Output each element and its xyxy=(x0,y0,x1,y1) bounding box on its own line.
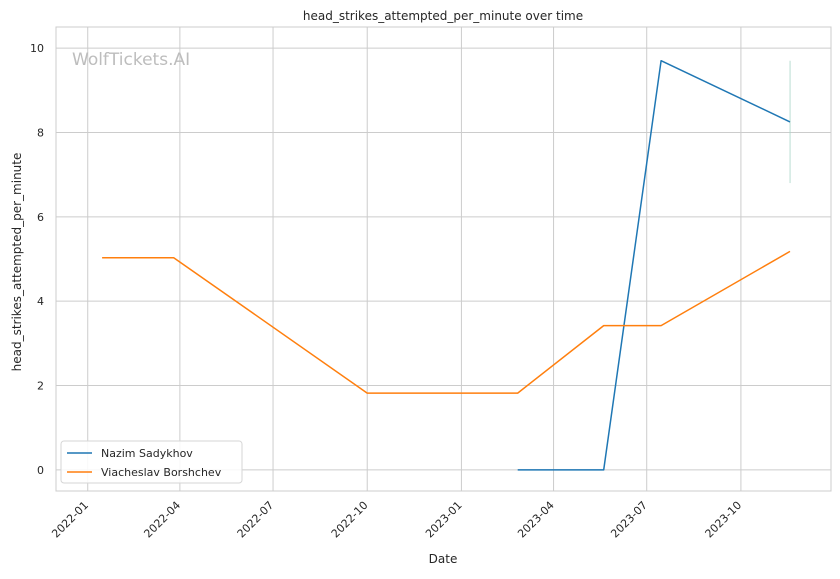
y-tick-label: 6 xyxy=(37,211,44,224)
y-tick-label: 8 xyxy=(37,126,44,139)
legend-label: Nazim Sadykhov xyxy=(101,447,193,460)
y-axis-ticks: 0 2 4 6 8 10 xyxy=(30,42,44,477)
series-line-1 xyxy=(517,59,791,471)
plot-frame xyxy=(55,26,832,492)
x-axis-label: Date xyxy=(429,552,458,566)
legend-label: Viacheslav Borshchev xyxy=(101,466,222,479)
chart-title: head_strikes_attempted_per_minute over t… xyxy=(303,9,583,23)
legend: Nazim Sadykhov Viacheslav Borshchev xyxy=(60,440,243,484)
series-line-2 xyxy=(102,250,791,394)
y-tick-label: 2 xyxy=(37,380,44,393)
legend-box xyxy=(60,440,243,484)
y-tick-label: 10 xyxy=(30,42,44,55)
y-axis-label: head_strikes_attempted_per_minute xyxy=(10,153,24,372)
y-tick-label: 4 xyxy=(37,295,44,308)
series-layer xyxy=(102,59,791,471)
y-tick-label: 0 xyxy=(37,464,44,477)
watermark: WolfTickets.AI xyxy=(72,50,190,70)
